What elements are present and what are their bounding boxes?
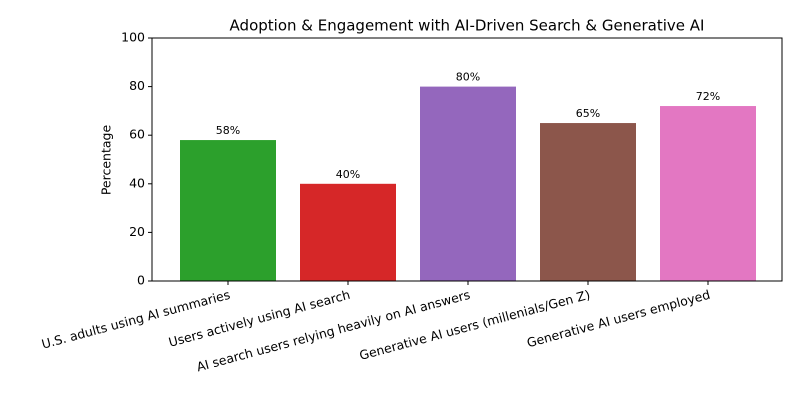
bar	[540, 123, 636, 281]
value-label: 72%	[696, 90, 720, 103]
value-label: 65%	[576, 107, 600, 120]
y-tick-label: 100	[121, 30, 145, 45]
bar	[300, 183, 396, 281]
y-tick-label: 40	[129, 175, 145, 190]
y-tick-label: 80	[129, 78, 145, 93]
y-tick-label: 0	[137, 273, 145, 288]
value-label: 40%	[336, 168, 360, 181]
chart-title: Adoption & Engagement with AI-Driven Sea…	[230, 17, 705, 35]
plot-frame	[151, 37, 783, 282]
value-label: 58%	[216, 124, 240, 137]
value-label: 80%	[456, 71, 480, 84]
y-tick-label: 60	[129, 127, 145, 142]
bar	[180, 140, 276, 281]
y-axis-label: Percentage	[99, 125, 114, 196]
y-tick-label: 20	[129, 224, 145, 239]
bar	[660, 106, 756, 281]
bar	[420, 86, 516, 281]
